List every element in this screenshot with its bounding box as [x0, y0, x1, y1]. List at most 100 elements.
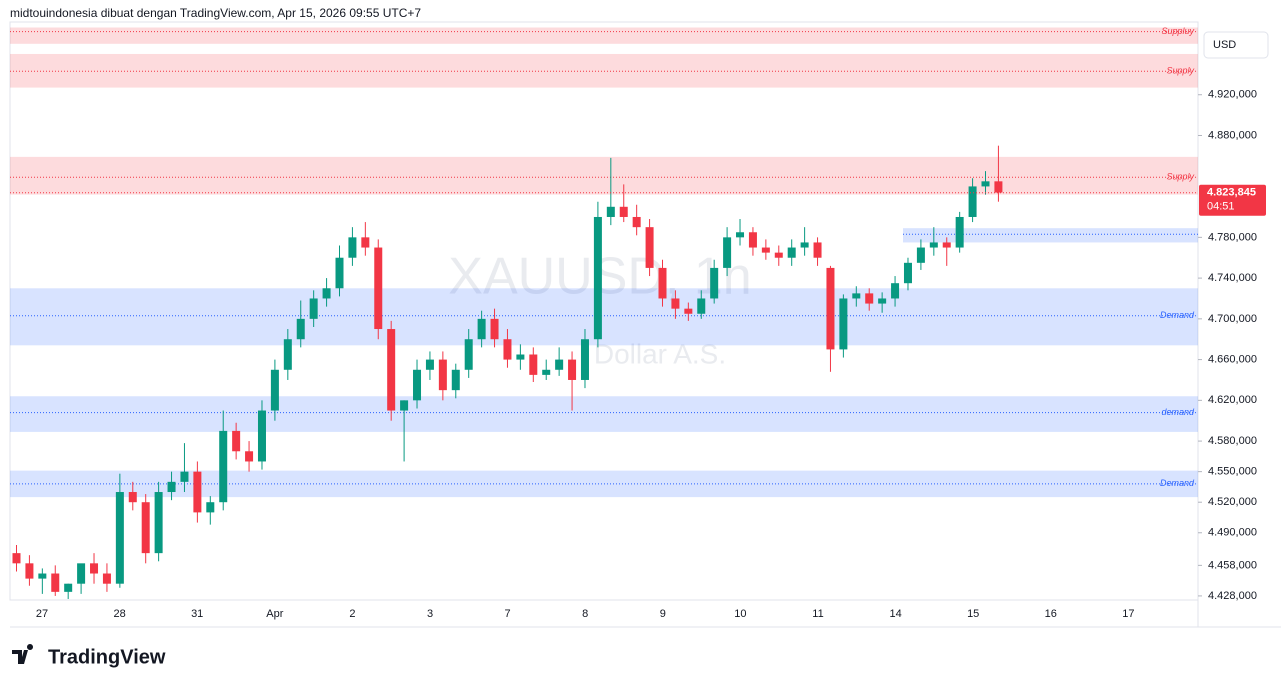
candle-body [994, 181, 1003, 193]
candle-body [891, 283, 900, 299]
candle-body [451, 369, 460, 391]
candle-body [632, 216, 641, 228]
candle-body [568, 359, 577, 380]
y-tick-label: 4.620,000 [1208, 394, 1257, 406]
x-tick-label: 11 [812, 608, 823, 620]
candle-body [425, 359, 434, 370]
candle-body [542, 369, 551, 375]
candle-body [903, 262, 912, 284]
candle-body [438, 359, 447, 391]
candle-body [464, 339, 473, 370]
logo: TradingView [12, 644, 166, 668]
y-tick-label: 4.880,000 [1208, 129, 1257, 141]
candle-body [942, 242, 951, 248]
zone-label: Demand [1160, 478, 1195, 488]
candle-body [839, 298, 848, 350]
candle-body [154, 492, 163, 554]
candle-body [128, 492, 137, 503]
x-tick-label: 3 [427, 608, 433, 620]
candle-body [865, 293, 874, 304]
candle-body [232, 430, 241, 452]
candle-body [115, 492, 124, 584]
candle-body [800, 242, 809, 248]
candle-body [774, 252, 783, 258]
zone [10, 396, 1198, 432]
x-tick-label: 27 [36, 608, 48, 620]
logo-icon [12, 644, 34, 664]
zone-label: Supply [1166, 66, 1194, 76]
candle-body [555, 359, 564, 370]
candle-body [878, 298, 887, 304]
candle-body [180, 471, 189, 482]
candle-body [64, 583, 73, 592]
candle-body [619, 206, 628, 217]
countdown: 04:51 [1207, 201, 1235, 213]
y-tick-label: 4.700,000 [1208, 313, 1257, 325]
candle-body [813, 242, 822, 258]
y-tick-label: 4.550,000 [1208, 466, 1257, 478]
candle-body [658, 267, 667, 299]
candle-body [38, 573, 47, 579]
candle-body [12, 553, 21, 564]
y-tick-label: 4.660,000 [1208, 353, 1257, 365]
candle-body [593, 216, 602, 340]
candle-body [529, 354, 538, 375]
candle-body [852, 293, 861, 299]
brand: TradingView [48, 646, 166, 668]
zone [10, 156, 1198, 195]
candle-body [90, 563, 99, 574]
candle-body [723, 237, 732, 268]
candle-body [245, 451, 254, 462]
zone-label: Suppluy [1161, 26, 1194, 36]
y-tick-label: 4.520,000 [1208, 496, 1257, 508]
candle-body [516, 354, 525, 360]
candle-body [955, 216, 964, 248]
zone [10, 27, 1198, 44]
x-tick-label: Apr [266, 608, 283, 620]
x-tick-label: 2 [349, 608, 355, 620]
zone [903, 228, 1198, 243]
candle-body [761, 247, 770, 253]
y-tick-label: 4.458,000 [1208, 559, 1257, 571]
x-tick-label: 10 [734, 608, 746, 620]
x-tick-label: 7 [505, 608, 511, 620]
candle-body [968, 186, 977, 217]
currency[interactable]: USD [1213, 39, 1236, 51]
candle-body [193, 471, 202, 513]
candle-body [387, 329, 396, 411]
candle-body [490, 318, 499, 340]
zone-label: demand [1161, 407, 1195, 417]
candle-body [606, 206, 615, 217]
candle-body [748, 232, 757, 248]
candle-body [335, 257, 344, 289]
x-tick-label: 15 [967, 608, 979, 620]
candle-body [413, 369, 422, 401]
zone-label: Supply [1166, 172, 1194, 182]
candle-body [645, 227, 654, 268]
candle-body [736, 232, 745, 238]
y-tick-label: 4.490,000 [1208, 527, 1257, 539]
zone-label: Demand [1160, 310, 1195, 320]
candle-body [684, 308, 693, 314]
candle-body [697, 298, 706, 314]
candle-body [283, 339, 292, 370]
candle-body [671, 298, 680, 309]
candle-body [25, 563, 34, 579]
candle-body [374, 247, 383, 330]
candle-body [503, 339, 512, 360]
y-tick-label: 4.428,000 [1208, 590, 1257, 602]
candle-body [141, 502, 150, 554]
candle-body [206, 502, 215, 513]
candle-body [257, 410, 266, 462]
x-tick-label: 28 [113, 608, 125, 620]
candle-body [348, 237, 357, 258]
candle-body [270, 369, 279, 411]
candle-body [102, 573, 111, 584]
candle-body [929, 242, 938, 248]
currency-button[interactable] [1203, 31, 1269, 59]
candle-body [309, 298, 318, 319]
candle-body [400, 400, 409, 411]
y-tick-label: 4.920,000 [1208, 89, 1257, 101]
candle-body [296, 318, 305, 340]
